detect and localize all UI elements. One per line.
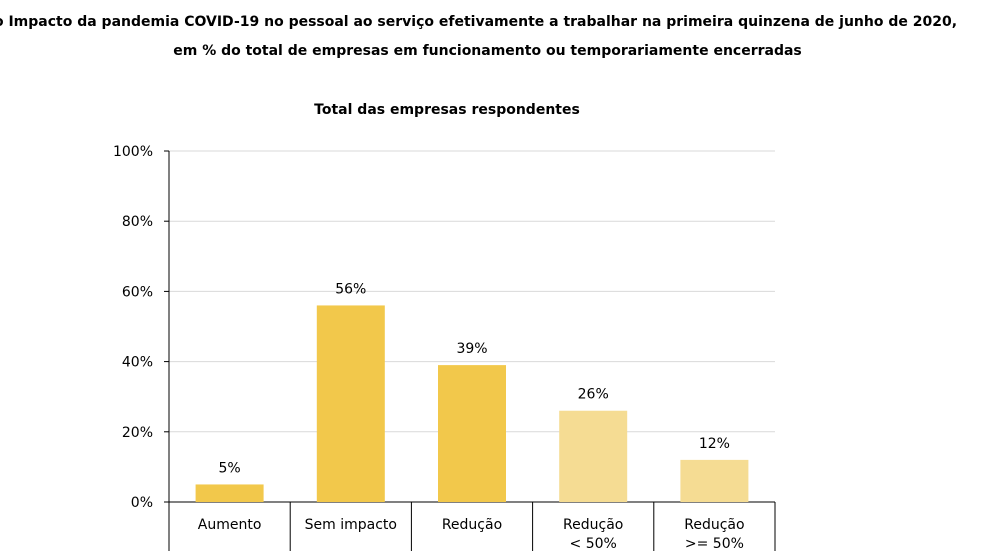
y-tick-label: 40% [122, 355, 153, 371]
x-tick-label: Aumento [198, 517, 262, 533]
bar-5 [680, 459, 749, 502]
bar-2 [316, 305, 385, 502]
x-tick-label: >= 50% [685, 536, 744, 552]
x-tick-label: Redução [684, 517, 744, 533]
bar-value-label: 39% [456, 341, 487, 357]
bar-value-label: 12% [699, 436, 730, 452]
bar-value-label: 5% [218, 460, 240, 476]
y-tick-label: 60% [122, 284, 153, 300]
y-tick-label: 100% [113, 144, 153, 160]
figure-title-line-1: o Impacto da pandemia COVID-19 no pessoa… [0, 14, 958, 30]
y-tick-label: 20% [122, 425, 153, 441]
y-tick-label: 80% [122, 214, 153, 230]
bar-4 [559, 410, 628, 502]
bar-1 [195, 484, 264, 502]
x-tick-label: Redução [442, 517, 502, 533]
x-tick-label: < 50% [570, 536, 617, 552]
figure-title-line-2: em % do total de empresas em funcionamen… [173, 43, 802, 59]
x-tick-label: Sem impacto [305, 517, 397, 533]
y-tick-label: 0% [131, 495, 153, 511]
bar-value-label: 56% [335, 281, 366, 297]
bar-3 [438, 365, 506, 502]
chart-title: Total das empresas respondentes [314, 102, 580, 118]
bar-value-label: 26% [578, 387, 609, 403]
x-tick-label: Redução [563, 517, 623, 533]
